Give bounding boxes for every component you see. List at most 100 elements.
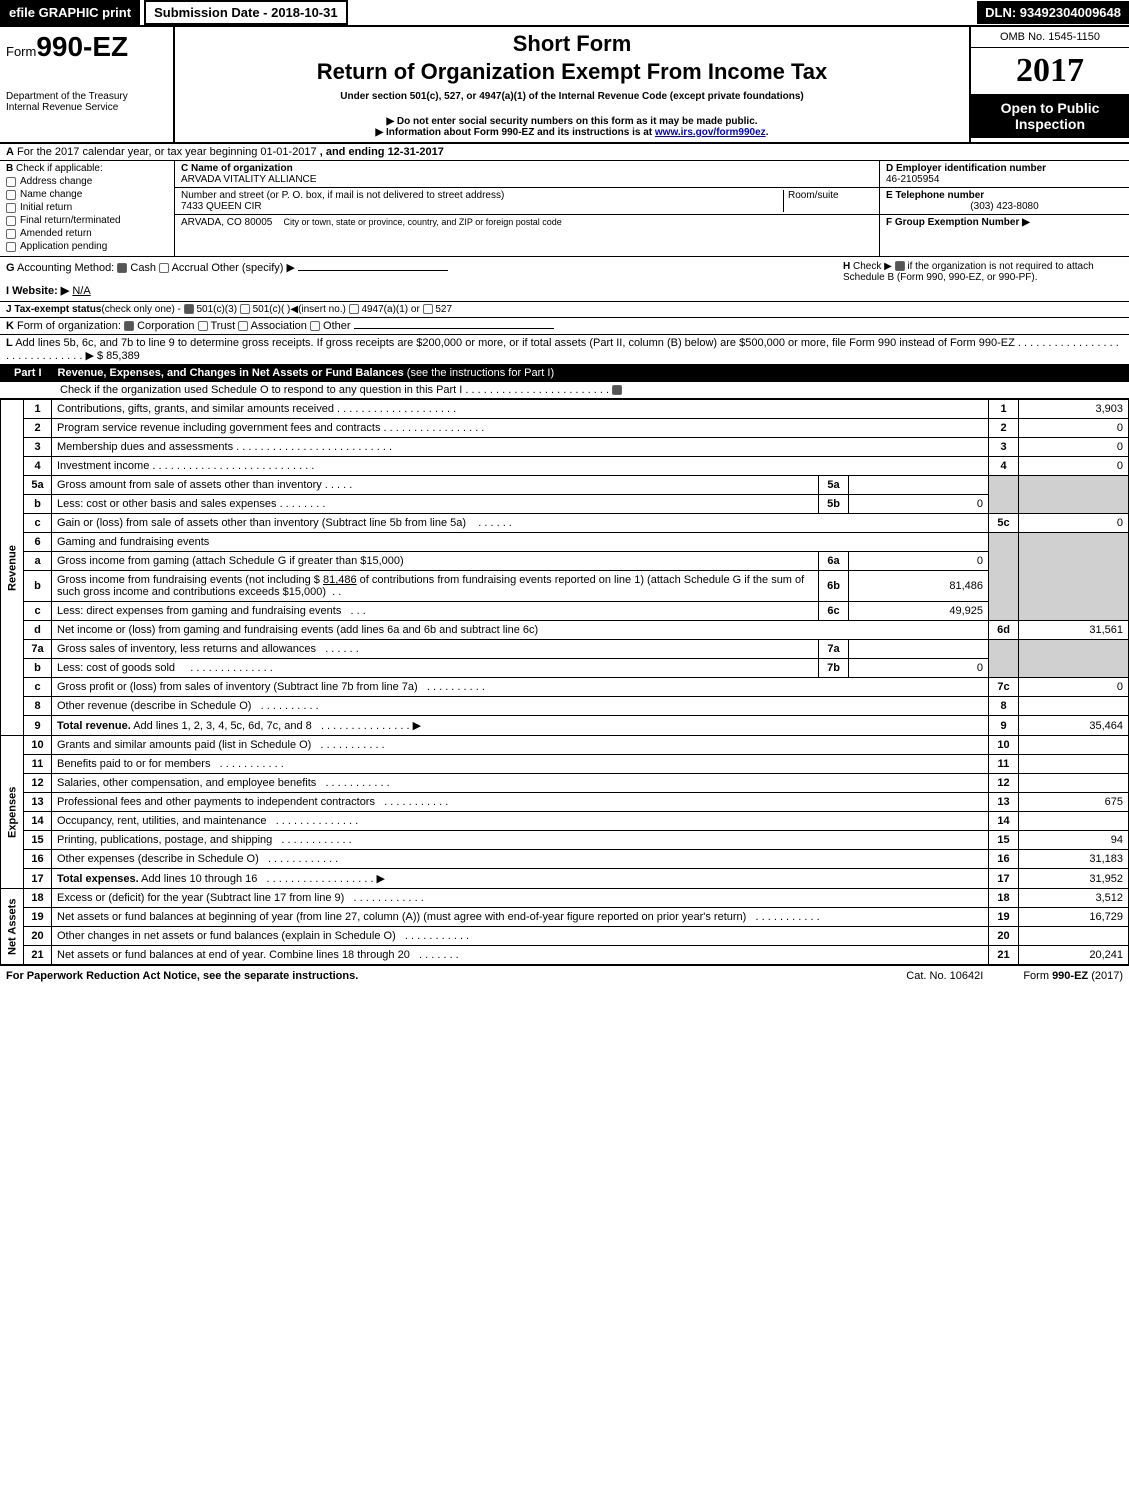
form-prefix: Form: [6, 44, 36, 59]
dept-treasury: Department of the Treasury: [6, 91, 167, 102]
checkbox-icon[interactable]: [6, 177, 16, 187]
accounting-method-label: Accounting Method:: [17, 262, 114, 274]
org-city: ARVADA, CO 80005: [181, 217, 272, 228]
checkbox-icon[interactable]: [198, 321, 208, 331]
check-schedule-o: Check if the organization used Schedule …: [0, 382, 1129, 399]
efile-print-button[interactable]: efile GRAPHIC print: [0, 0, 140, 25]
table-row: Revenue 1Contributions, gifts, grants, a…: [1, 400, 1129, 419]
checkbox-icon[interactable]: [184, 304, 194, 314]
h-label: H: [843, 261, 850, 272]
row-gh: G Accounting Method: Cash Accrual Other …: [0, 257, 1129, 302]
section-c: C Name of organization ARVADA VITALITY A…: [175, 161, 879, 256]
checkbox-icon[interactable]: [6, 242, 16, 252]
final-return-label: Final return/terminated: [20, 215, 121, 226]
room-suite-label: Room/suite: [783, 190, 873, 212]
table-row: 7aGross sales of inventory, less returns…: [1, 640, 1129, 659]
section-k: K Form of organization: Corporation Trus…: [0, 318, 1129, 335]
return-title: Return of Organization Exempt From Incom…: [183, 59, 961, 85]
submission-date: Submission Date - 2018-10-31: [144, 0, 348, 25]
do-not-enter: ▶ Do not enter social security numbers o…: [183, 116, 961, 127]
org-address: 7433 QUEEN CIR: [181, 201, 783, 212]
table-row: 20Other changes in net assets or fund ba…: [1, 927, 1129, 946]
checkbox-icon[interactable]: [6, 216, 16, 226]
table-row: 17Total expenses. Add lines 10 through 1…: [1, 869, 1129, 889]
top-bar: efile GRAPHIC print Submission Date - 20…: [0, 0, 1129, 27]
table-row: 4Investment income . . . . . . . . . . .…: [1, 457, 1129, 476]
city-label: City or town, state or province, country…: [283, 217, 561, 227]
form-number: 990-EZ: [36, 31, 128, 62]
tax-year: 2017: [971, 48, 1129, 94]
checkbox-icon[interactable]: [895, 261, 905, 271]
under-section: Under section 501(c), 527, or 4947(a)(1)…: [183, 91, 961, 102]
table-row: bLess: cost of goods sold . . . . . . . …: [1, 659, 1129, 678]
addr-label: Number and street (or P. O. box, if mail…: [181, 190, 783, 201]
checkbox-icon[interactable]: [6, 190, 16, 200]
application-pending-label: Application pending: [20, 241, 107, 252]
table-row: 2Program service revenue including gover…: [1, 419, 1129, 438]
section-l: L Add lines 5b, 6c, and 7b to line 9 to …: [0, 335, 1129, 364]
table-row: cGross profit or (loss) from sales of in…: [1, 678, 1129, 697]
phone: (303) 423-8080: [886, 201, 1123, 212]
section-j: J Tax-exempt status(check only one) - 50…: [0, 302, 1129, 318]
section-b: B Check if applicable: Address change Na…: [0, 161, 175, 256]
form-header: Form990-EZ Department of the Treasury In…: [0, 27, 1129, 144]
header-left: Form990-EZ Department of the Treasury In…: [0, 27, 175, 142]
form-ref: Form 990-EZ (2017): [1023, 970, 1123, 982]
other-specify-label: Other (specify) ▶: [211, 262, 295, 274]
net-assets-side-label: Net Assets: [1, 889, 24, 965]
checkbox-icon[interactable]: [117, 263, 127, 273]
checkbox-icon[interactable]: [6, 229, 16, 239]
irs-label: Internal Revenue Service: [6, 102, 167, 113]
checkbox-icon[interactable]: [124, 321, 134, 331]
checkbox-icon[interactable]: [612, 385, 622, 395]
paperwork-notice: For Paperwork Reduction Act Notice, see …: [6, 970, 358, 982]
amended-return-label: Amended return: [20, 228, 92, 239]
org-name: ARVADA VITALITY ALLIANCE: [181, 174, 873, 185]
page-footer: For Paperwork Reduction Act Notice, see …: [0, 965, 1129, 986]
table-row: 19Net assets or fund balances at beginni…: [1, 908, 1129, 927]
f-label: F Group Exemption Number: [886, 217, 1019, 228]
part-1-label: Part I: [6, 367, 50, 379]
table-row: 3Membership dues and assessments . . . .…: [1, 438, 1129, 457]
checkbox-icon[interactable]: [349, 304, 359, 314]
dln-label: DLN: 93492304009648: [977, 1, 1129, 24]
table-row: Expenses 10Grants and similar amounts pa…: [1, 736, 1129, 755]
website-value: N/A: [72, 285, 90, 297]
table-row: bGross income from fundraising events (n…: [1, 571, 1129, 602]
expenses-side-label: Expenses: [1, 736, 24, 889]
table-row: 6Gaming and fundraising events: [1, 533, 1129, 552]
checkbox-icon[interactable]: [6, 203, 16, 213]
info-link[interactable]: www.irs.gov/form990ez: [655, 127, 766, 138]
checkbox-icon[interactable]: [423, 304, 433, 314]
accrual-label: Accrual: [172, 262, 209, 274]
table-row: 21Net assets or fund balances at end of …: [1, 946, 1129, 965]
table-row: cLess: direct expenses from gaming and f…: [1, 602, 1129, 621]
open-to-public: Open to Public Inspection: [971, 94, 1129, 138]
revenue-side-label: Revenue: [1, 400, 24, 736]
table-row: bLess: cost or other basis and sales exp…: [1, 495, 1129, 514]
table-row: 8Other revenue (describe in Schedule O) …: [1, 697, 1129, 716]
cat-number: Cat. No. 10642I: [906, 970, 983, 982]
g-label: G: [6, 262, 15, 274]
i-label: I Website: ▶: [6, 285, 69, 297]
checkbox-icon[interactable]: [240, 304, 250, 314]
table-row: 16Other expenses (describe in Schedule O…: [1, 850, 1129, 869]
table-row: 9Total revenue. Add lines 1, 2, 3, 4, 5c…: [1, 716, 1129, 736]
checkbox-icon[interactable]: [238, 321, 248, 331]
checkbox-icon[interactable]: [159, 263, 169, 273]
arrow-icon: ▶: [1022, 217, 1030, 228]
table-row: cGain or (loss) from sale of assets othe…: [1, 514, 1129, 533]
name-change-label: Name change: [20, 189, 82, 200]
section-a: A For the 2017 calendar year, or tax yea…: [0, 144, 1129, 161]
table-row: 14Occupancy, rent, utilities, and mainte…: [1, 812, 1129, 831]
checkbox-icon[interactable]: [310, 321, 320, 331]
row-bcdef: B Check if applicable: Address change Na…: [0, 161, 1129, 257]
part-1-header: Part I Revenue, Expenses, and Changes in…: [0, 364, 1129, 382]
ein: 46-2105954: [886, 174, 1123, 185]
e-label: E Telephone number: [886, 190, 984, 201]
table-row: 15Printing, publications, postage, and s…: [1, 831, 1129, 850]
omb-number: OMB No. 1545-1150: [971, 27, 1129, 48]
info-about: ▶ Information about Form 990-EZ and its …: [183, 127, 961, 138]
table-row: Net Assets 18Excess or (deficit) for the…: [1, 889, 1129, 908]
h-check-label: Check ▶: [853, 261, 892, 272]
